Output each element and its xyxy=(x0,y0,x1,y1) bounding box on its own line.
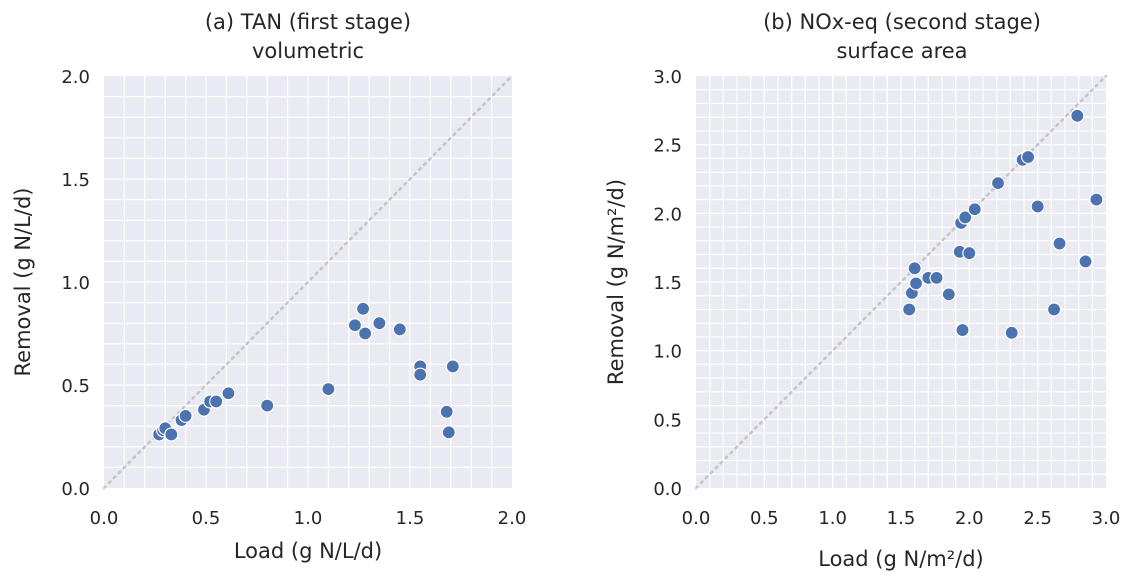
y-tick-label: 0.5 xyxy=(653,410,682,431)
panel-a-identity-line xyxy=(102,74,514,490)
data-point xyxy=(1046,302,1062,317)
y-tick-label: 1.5 xyxy=(653,273,682,294)
data-point xyxy=(260,398,275,413)
x-tick-label: 0.5 xyxy=(192,508,221,529)
data-point xyxy=(1020,149,1036,165)
data-point xyxy=(958,210,973,225)
panel-b-y-axis-label: Removal (g N/m²/d) xyxy=(604,179,628,385)
y-tick-label: 2.0 xyxy=(653,204,682,225)
data-point xyxy=(907,261,922,276)
data-point xyxy=(439,404,454,419)
data-point xyxy=(1030,199,1045,214)
x-tick-label: 2.0 xyxy=(955,508,984,529)
data-point xyxy=(929,270,944,285)
data-point xyxy=(955,322,970,338)
panel-b-x-tick-labels: 0.0 0.5 1.0 1.5 2.0 2.5 3.0 xyxy=(682,508,1121,529)
panel-b-surface-area: (b) NOx-eq (second stage) surface area 0… xyxy=(604,10,1120,571)
data-point xyxy=(1078,254,1093,269)
data-point xyxy=(358,326,373,341)
data-point xyxy=(962,246,977,261)
panel-b-title-line1: (b) NOx-eq (second stage) xyxy=(763,10,1041,34)
panel-b-gridlines xyxy=(696,76,1106,488)
panel-a-x-tick-labels: 0.0 0.5 1.0 1.5 2.0 xyxy=(90,508,527,529)
x-tick-label: 3.0 xyxy=(1092,508,1121,529)
panel-b-y-tick-labels: 0.0 0.5 1.0 1.5 2.0 2.5 3.0 xyxy=(653,67,682,500)
data-point xyxy=(967,202,982,217)
data-point xyxy=(908,276,924,291)
panel-a-title-line2: volumetric xyxy=(252,39,364,63)
y-tick-label: 0.5 xyxy=(61,376,90,397)
x-tick-label: 2.5 xyxy=(1023,508,1052,529)
data-point xyxy=(413,367,428,382)
y-tick-label: 0.0 xyxy=(61,479,90,500)
x-tick-label: 0.0 xyxy=(682,508,711,529)
y-tick-label: 2.0 xyxy=(61,67,90,88)
data-point xyxy=(178,408,193,423)
data-point xyxy=(941,287,956,302)
panel-b-x-axis-label: Load (g N/m²/d) xyxy=(818,547,984,571)
panel-b-identity-line xyxy=(694,74,1108,490)
y-tick-label: 1.0 xyxy=(61,273,90,294)
data-point xyxy=(445,359,460,374)
panel-a-y-tick-labels: 0.0 0.5 1.0 1.5 2.0 xyxy=(61,67,90,500)
y-tick-label: 3.0 xyxy=(653,67,682,88)
data-point xyxy=(372,316,387,331)
panel-a-points xyxy=(151,301,460,442)
y-tick-label: 1.5 xyxy=(61,170,90,191)
y-tick-label: 1.0 xyxy=(653,342,682,363)
data-point xyxy=(321,382,336,397)
y-tick-label: 2.5 xyxy=(653,136,682,157)
data-point xyxy=(990,176,1006,191)
panel-a-title-line1: (a) TAN (first stage) xyxy=(205,10,411,34)
data-point xyxy=(902,302,917,317)
x-tick-label: 1.0 xyxy=(818,508,847,529)
panel-b-points xyxy=(902,108,1104,340)
x-tick-label: 2.0 xyxy=(498,508,527,529)
x-tick-label: 1.0 xyxy=(294,508,323,529)
data-point xyxy=(441,425,456,440)
x-tick-label: 1.5 xyxy=(396,508,425,529)
x-tick-label: 1.5 xyxy=(887,508,916,529)
data-point xyxy=(1052,236,1067,251)
data-point xyxy=(1070,108,1085,123)
panel-b-title-line2: surface area xyxy=(836,39,967,63)
data-point xyxy=(1089,192,1104,207)
panel-a-volumetric: (a) TAN (first stage) volumetric 0.0 0.5 1… xyxy=(11,10,526,563)
x-tick-label: 0.5 xyxy=(750,508,779,529)
data-point xyxy=(347,318,363,333)
y-tick-label: 0.0 xyxy=(653,479,682,500)
panel-a-y-axis-label: Removal (g N/L/d) xyxy=(11,188,35,377)
data-point xyxy=(221,386,236,401)
panel-a-x-axis-label: Load (g N/L/d) xyxy=(234,539,382,563)
data-point xyxy=(355,301,371,316)
data-point xyxy=(392,322,407,337)
x-tick-label: 0.0 xyxy=(90,508,119,529)
data-point xyxy=(209,394,224,409)
data-point xyxy=(164,427,179,442)
data-point xyxy=(1004,325,1019,340)
